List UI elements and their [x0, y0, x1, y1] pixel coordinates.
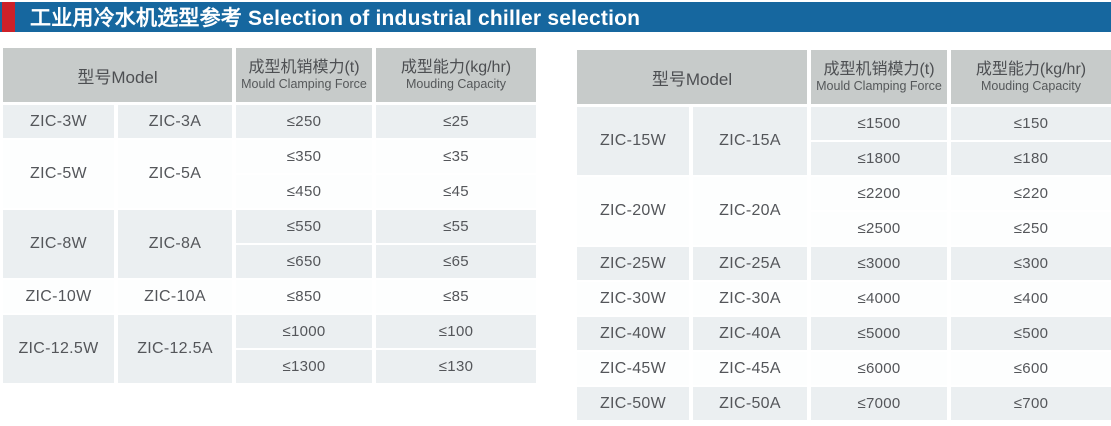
- model-a-cell: ZIC-50A: [693, 387, 811, 422]
- clamping-force-cell: ≤1000: [236, 315, 376, 350]
- table-row: ZIC-12.5W ZIC-12.5A ≤1000 ≤100: [3, 315, 536, 385]
- model-w-cell: ZIC-3W: [3, 105, 118, 140]
- moulding-capacity-cell: ≤250: [951, 212, 1111, 247]
- table-row: ZIC-8W ZIC-8A ≤550 ≤55: [3, 210, 536, 280]
- clamping-force-cell: ≤650: [236, 245, 376, 280]
- model-w-cell: ZIC-25W: [577, 247, 693, 282]
- column-header-moulding-capacity: 成型能力(kg/hr) Mouding Capacity: [951, 50, 1111, 107]
- column-header-moulding-capacity-en: Mouding Capacity: [980, 79, 1082, 93]
- model-a-cell: ZIC-25A: [693, 247, 811, 282]
- table-row: ZIC-10W ZIC-10A ≤850 ≤85: [3, 280, 536, 315]
- table-row: ZIC-20W ZIC-20A ≤2200 ≤220: [577, 177, 1111, 247]
- chiller-table-left: 型号Model 成型机销模力(t) Mould Clamping Force 成…: [3, 48, 536, 385]
- column-header-moulding-capacity-cn: 成型能力(kg/hr): [400, 59, 512, 76]
- moulding-capacity-cell: ≤300: [951, 247, 1111, 282]
- table-row: ZIC-3W ZIC-3A ≤250 ≤25: [3, 105, 536, 140]
- moulding-capacity-cell: ≤700: [951, 387, 1111, 422]
- column-header-model: 型号Model: [577, 50, 811, 107]
- model-w-cell: ZIC-20W: [577, 177, 693, 247]
- column-header-moulding-capacity-en: Mouding Capacity: [405, 77, 507, 91]
- clamping-force-cell: ≤1500: [811, 107, 951, 142]
- moulding-capacity-cell: ≤85: [376, 280, 536, 315]
- clamping-force-cell: ≤1800: [811, 142, 951, 177]
- table-row: ZIC-5W ZIC-5A ≤350 ≤35: [3, 140, 536, 210]
- moulding-capacity-cell: ≤55: [376, 210, 536, 245]
- clamping-force-cell: ≤550: [236, 210, 376, 245]
- model-w-cell: ZIC-8W: [3, 210, 118, 280]
- model-a-cell: ZIC-10A: [118, 280, 236, 315]
- moulding-capacity-cell: ≤35: [376, 140, 536, 175]
- moulding-capacity-cell: ≤400: [951, 282, 1111, 317]
- model-w-cell: ZIC-15W: [577, 107, 693, 177]
- table-row: ≤1300 ≤130: [3, 350, 536, 385]
- moulding-capacity-cell: ≤100: [376, 315, 536, 350]
- model-w-cell: ZIC-45W: [577, 352, 693, 387]
- model-w-cell: ZIC-50W: [577, 387, 693, 422]
- clamping-force-cell: ≤450: [236, 175, 376, 210]
- moulding-capacity-cell: ≤65: [376, 245, 536, 280]
- clamping-force-cell: ≤7000: [811, 387, 951, 422]
- column-header-clamping-force-cn: 成型机销模力(t): [248, 59, 360, 76]
- table-row: ZIC-30W ZIC-30A ≤4000 ≤400: [577, 282, 1111, 317]
- model-w-cell: ZIC-40W: [577, 317, 693, 352]
- table-row: ZIC-50W ZIC-50A ≤7000 ≤700: [577, 387, 1111, 422]
- clamping-force-cell: ≤2500: [811, 212, 951, 247]
- moulding-capacity-cell: ≤150: [951, 107, 1111, 142]
- model-a-cell: ZIC-45A: [693, 352, 811, 387]
- model-a-cell: ZIC-8A: [118, 210, 236, 280]
- model-a-cell: ZIC-12.5A: [118, 315, 236, 385]
- model-a-cell: ZIC-5A: [118, 140, 236, 210]
- column-header-clamping-force-en: Mould Clamping Force: [816, 79, 942, 93]
- clamping-force-cell: ≤3000: [811, 247, 951, 282]
- column-header-clamping-force-cn: 成型机销模力(t): [823, 61, 935, 78]
- table-header-row: 型号Model 成型机销模力(t) Mould Clamping Force 成…: [577, 50, 1111, 107]
- page-title: 工业用冷水机选型参考 Selection of industrial chill…: [30, 7, 641, 30]
- model-a-cell: ZIC-3A: [118, 105, 236, 140]
- table-row: ZIC-40W ZIC-40A ≤5000 ≤500: [577, 317, 1111, 352]
- table-row: ZIC-25W ZIC-25A ≤3000 ≤300: [577, 247, 1111, 282]
- model-w-cell: ZIC-5W: [3, 140, 118, 210]
- clamping-force-cell: ≤4000: [811, 282, 951, 317]
- moulding-capacity-cell: ≤45: [376, 175, 536, 210]
- chiller-table-right: 型号Model 成型机销模力(t) Mould Clamping Force 成…: [577, 50, 1111, 422]
- table-row: ≤450 ≤45: [3, 175, 536, 210]
- column-header-moulding-capacity: 成型能力(kg/hr) Mouding Capacity: [376, 48, 536, 105]
- model-w-cell: ZIC-12.5W: [3, 315, 118, 385]
- title-accent-bar: [2, 2, 15, 32]
- title-banner: 工业用冷水机选型参考 Selection of industrial chill…: [0, 2, 1111, 32]
- model-a-cell: ZIC-20A: [693, 177, 811, 247]
- column-header-clamping-force-en: Mould Clamping Force: [241, 77, 367, 91]
- table-row: ZIC-15W ZIC-15A ≤1500 ≤150: [577, 107, 1111, 177]
- moulding-capacity-cell: ≤180: [951, 142, 1111, 177]
- clamping-force-cell: ≤1300: [236, 350, 376, 385]
- moulding-capacity-cell: ≤130: [376, 350, 536, 385]
- moulding-capacity-cell: ≤600: [951, 352, 1111, 387]
- table-row: ≤2500 ≤250: [577, 212, 1111, 247]
- clamping-force-cell: ≤6000: [811, 352, 951, 387]
- clamping-force-cell: ≤250: [236, 105, 376, 140]
- column-header-model: 型号Model: [3, 48, 236, 105]
- moulding-capacity-cell: ≤25: [376, 105, 536, 140]
- model-w-cell: ZIC-10W: [3, 280, 118, 315]
- column-header-moulding-capacity-cn: 成型能力(kg/hr): [975, 61, 1087, 78]
- table-row: ≤650 ≤65: [3, 245, 536, 280]
- clamping-force-cell: ≤2200: [811, 177, 951, 212]
- column-header-clamping-force: 成型机销模力(t) Mould Clamping Force: [811, 50, 951, 107]
- clamping-force-cell: ≤5000: [811, 317, 951, 352]
- model-a-cell: ZIC-15A: [693, 107, 811, 177]
- clamping-force-cell: ≤850: [236, 280, 376, 315]
- table-header-row: 型号Model 成型机销模力(t) Mould Clamping Force 成…: [3, 48, 536, 105]
- column-header-clamping-force: 成型机销模力(t) Mould Clamping Force: [236, 48, 376, 105]
- model-a-cell: ZIC-40A: [693, 317, 811, 352]
- model-w-cell: ZIC-30W: [577, 282, 693, 317]
- table-row: ≤1800 ≤180: [577, 142, 1111, 177]
- model-a-cell: ZIC-30A: [693, 282, 811, 317]
- moulding-capacity-cell: ≤220: [951, 177, 1111, 212]
- table-row: ZIC-45W ZIC-45A ≤6000 ≤600: [577, 352, 1111, 387]
- clamping-force-cell: ≤350: [236, 140, 376, 175]
- moulding-capacity-cell: ≤500: [951, 317, 1111, 352]
